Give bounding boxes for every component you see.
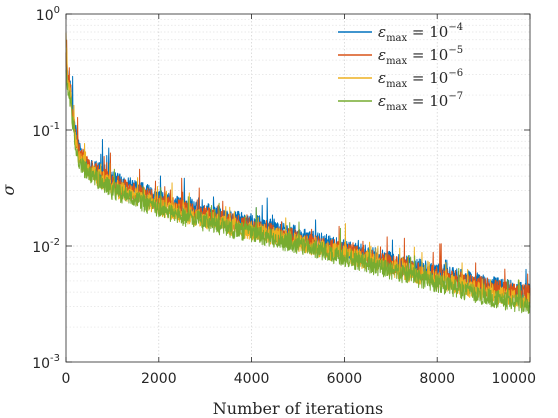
legend-entry-3: εmax = 10−6 [378, 68, 463, 90]
axis-ticks [65, 13, 531, 363]
x-tick-label: 6000 [327, 371, 363, 387]
series-line-4 [65, 69, 531, 314]
series-layer [65, 32, 531, 314]
y-axis-label: σ [0, 183, 18, 195]
plot-frame [65, 13, 531, 363]
x-tick-label: 2000 [141, 371, 177, 387]
x-axis-label: Number of iterations [213, 399, 383, 418]
legend-entry-2: εmax = 10−5 [378, 45, 463, 67]
legend-entry-1: εmax = 10−4 [378, 22, 463, 44]
y-tick-label: 10-3 [32, 353, 60, 372]
x-tick-label: 10000 [491, 371, 536, 387]
y-tick-labels: 100 10-1 10-2 10-3 [32, 5, 60, 372]
y-tick-label: 100 [36, 5, 60, 24]
grid [66, 14, 530, 362]
y-tick-label: 10-1 [32, 121, 60, 140]
x-tick-label: 4000 [234, 371, 270, 387]
x-tick-label: 0 [62, 371, 71, 387]
x-tick-label: 8000 [419, 371, 455, 387]
x-tick-labels: 0 2000 4000 6000 8000 10000 [62, 371, 536, 387]
y-tick-label: 10-2 [32, 237, 60, 256]
legend-entry-4: εmax = 10−7 [378, 91, 463, 113]
